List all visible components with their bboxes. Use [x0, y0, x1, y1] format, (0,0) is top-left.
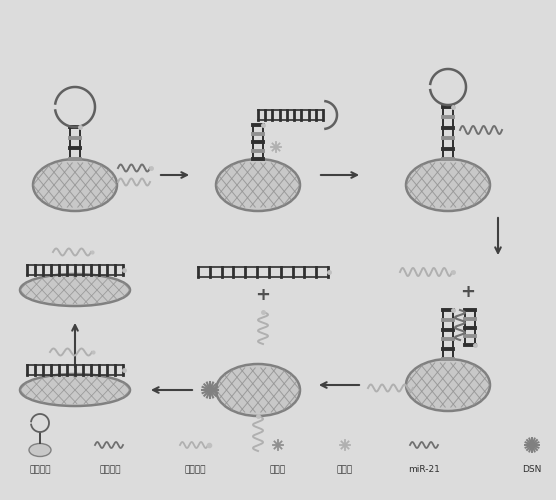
Ellipse shape: [216, 364, 300, 416]
Ellipse shape: [20, 374, 130, 406]
Ellipse shape: [216, 159, 300, 211]
Ellipse shape: [33, 159, 117, 211]
Ellipse shape: [406, 159, 490, 211]
Ellipse shape: [406, 359, 490, 411]
Text: 荧光探针: 荧光探针: [184, 465, 206, 474]
Text: 捕获探针: 捕获探针: [29, 465, 51, 474]
Ellipse shape: [29, 444, 51, 456]
Text: DSN: DSN: [522, 465, 542, 474]
Text: +: +: [256, 286, 271, 304]
Text: miR-21: miR-21: [408, 465, 440, 474]
Text: 外切酶: 外切酶: [337, 465, 353, 474]
Text: 辅助探针: 辅助探针: [100, 465, 121, 474]
Text: +: +: [460, 283, 475, 301]
Ellipse shape: [20, 274, 130, 306]
Text: 内切酶: 内切酶: [270, 465, 286, 474]
